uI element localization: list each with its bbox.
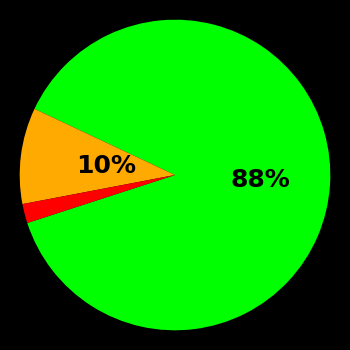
Text: 10%: 10% bbox=[76, 154, 136, 178]
Wedge shape bbox=[20, 109, 175, 204]
Wedge shape bbox=[22, 175, 175, 223]
Text: 88%: 88% bbox=[230, 168, 290, 192]
Wedge shape bbox=[27, 20, 330, 330]
